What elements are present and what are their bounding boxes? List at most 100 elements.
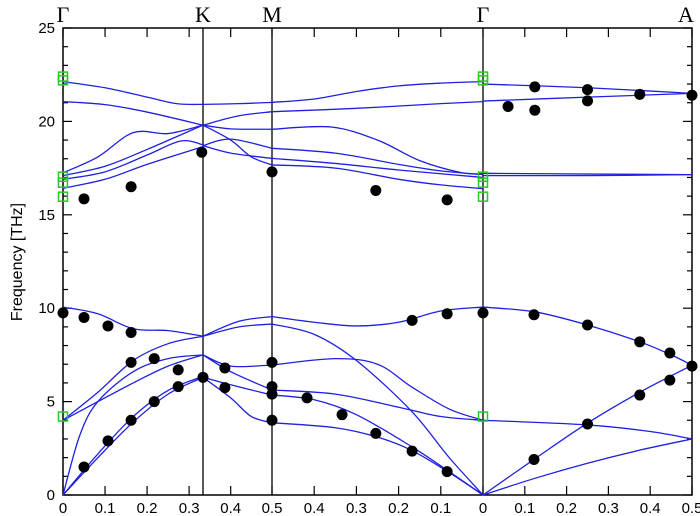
experimental-point: [370, 427, 382, 439]
experimental-point: [634, 389, 646, 401]
gamma-point-marker: [477, 75, 489, 86]
experimental-point: [370, 185, 382, 197]
experimental-point: [529, 104, 541, 116]
experimental-point: [125, 181, 137, 193]
experimental-point: [477, 307, 489, 319]
phonon-band: [202, 376, 273, 424]
phonon-band: [482, 173, 693, 177]
experimental-point: [582, 95, 593, 107]
phonon-band: [62, 100, 204, 126]
phonon-band: [202, 145, 273, 160]
experimental-point: [78, 193, 90, 205]
experimental-point: [266, 166, 278, 178]
experimental-point: [57, 307, 69, 319]
phonon-band: [62, 80, 204, 106]
gamma-point-marker: [477, 171, 489, 182]
experimental-point: [528, 454, 540, 466]
x-tick-label: 0.2: [556, 500, 577, 516]
phonon-band: [202, 323, 273, 337]
x-tick-label: 0.1: [430, 500, 451, 516]
x-tick-label: 0.1: [95, 500, 116, 516]
experimental-point: [125, 326, 137, 338]
experimental-point: [441, 308, 453, 320]
experimental-point: [406, 445, 418, 457]
gamma-point-marker: [477, 177, 489, 188]
experimental-point: [441, 194, 453, 206]
phonon-band: [271, 100, 484, 113]
experimental-point: [78, 312, 90, 324]
experimental-point: [125, 356, 137, 368]
y-tick-label: 20: [38, 113, 55, 130]
phonon-band: [271, 422, 484, 496]
experimental-point: [219, 362, 231, 374]
x-tick-label: 0: [59, 500, 67, 516]
phonon-band: [62, 335, 204, 421]
experimental-point: [197, 371, 209, 383]
experimental-point: [664, 374, 676, 386]
x-tick-label: 0.3: [598, 500, 619, 516]
phonon-band: [482, 438, 693, 496]
symmetry-label: Γ: [57, 2, 70, 27]
phonon-band: [271, 164, 484, 190]
symmetry-label: K: [195, 2, 211, 27]
experimental-point: [102, 435, 114, 447]
experimental-point: [266, 414, 278, 426]
phonon-band: [62, 145, 204, 189]
phonon-band: [202, 138, 273, 149]
y-tick-label: 5: [47, 394, 55, 411]
experimental-point: [148, 396, 160, 408]
y-tick-label: 25: [38, 20, 55, 37]
experimental-point: [406, 314, 418, 326]
x-tick-label: 0.5: [682, 500, 700, 516]
experimental-point: [528, 309, 540, 321]
gamma-point-marker: [477, 191, 489, 202]
phonon-band: [202, 315, 273, 337]
x-tick-label: 0.5: [262, 500, 283, 516]
experimental-point: [266, 356, 278, 368]
phonon-band: [202, 376, 273, 396]
gamma-point-marker: [57, 75, 69, 86]
plot-frame: [62, 27, 693, 496]
phonon-band: [271, 147, 484, 176]
experimental-point: [634, 336, 646, 348]
gamma-point-marker: [57, 411, 69, 422]
phonon-band: [202, 124, 273, 166]
phonon-band: [271, 323, 484, 496]
experimental-point: [502, 100, 514, 112]
phonon-band: [62, 354, 204, 421]
phonon-band: [271, 80, 484, 103]
experimental-point: [664, 347, 676, 359]
phonon-band: [271, 125, 484, 175]
x-tick-label: 0.4: [220, 500, 241, 516]
phonon-band: [271, 357, 484, 421]
symmetry-label: A: [678, 2, 694, 27]
x-tick-label: 0.1: [514, 500, 535, 516]
phonon-band: [482, 306, 693, 366]
phonon-band: [62, 354, 204, 496]
experimental-point: [582, 319, 593, 331]
phonon-band: [482, 364, 693, 496]
phonon-band: [202, 101, 273, 106]
phonon-band: [271, 389, 484, 421]
phonon-band: [202, 354, 273, 368]
y-tick-label: 15: [38, 207, 55, 224]
x-tick-label: 0.2: [388, 500, 409, 516]
x-tick-label: 0: [479, 500, 487, 516]
experimental-point: [686, 89, 698, 101]
x-tick-label: 0.4: [640, 500, 661, 516]
experimental-point: [148, 353, 160, 365]
experimental-point: [441, 466, 453, 478]
y-tick-label: 10: [38, 300, 55, 317]
phonon-band: [62, 376, 204, 496]
phonon-band: [202, 111, 273, 126]
gamma-point-marker: [57, 191, 69, 202]
phonon-band: [62, 375, 204, 496]
experimental-point: [266, 388, 278, 400]
experimental-point: [196, 146, 208, 158]
phonon-band: [62, 124, 204, 177]
experimental-point: [582, 84, 593, 96]
x-tick-label: 0.4: [304, 500, 325, 516]
experimental-point: [634, 88, 646, 100]
plot-area: Γ K M Γ A 0 5 10 15 20 25 0 0.1 0.2 0.3 0.4 0.5 0.4 0.3 0.2…: [38, 2, 700, 516]
